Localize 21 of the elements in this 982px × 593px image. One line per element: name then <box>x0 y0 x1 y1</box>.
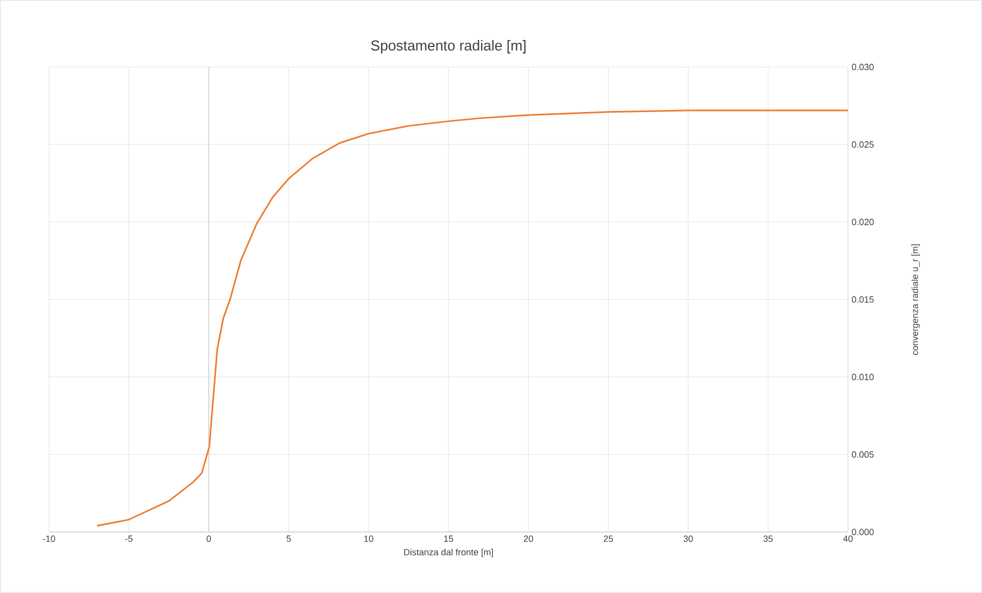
x-tick-label: -5 <box>125 536 133 542</box>
x-tick-label: 40 <box>843 536 853 542</box>
y-tick-label: 0.025 <box>852 141 874 148</box>
x-tick-label: -10 <box>42 536 56 542</box>
x-tick-label: 15 <box>444 536 454 542</box>
chart-title: Spostamento radiale [m] <box>371 40 526 54</box>
x-tick-label: 10 <box>364 536 374 542</box>
y-tick-label: 0.030 <box>852 64 874 70</box>
y-tick-label: 0.020 <box>852 218 874 226</box>
y-tick-label: 0.010 <box>852 374 874 380</box>
y-tick-label: 0.005 <box>852 451 874 458</box>
x-tick-label: 30 <box>684 536 693 542</box>
x-axis-title: Distanza dal fronte [m] <box>404 548 493 558</box>
y-tick-label: 0.015 <box>852 296 874 303</box>
x-tick-label: 35 <box>763 536 773 542</box>
x-tick-label: 25 <box>604 536 613 542</box>
y-axis-title: convergenza radiale u_r [m] <box>911 244 920 355</box>
x-tick-label: 20 <box>524 536 534 542</box>
x-tick-label: 0 <box>206 536 211 542</box>
y-tick-label: 0.000 <box>852 528 874 536</box>
x-tick-label: 5 <box>286 536 291 542</box>
